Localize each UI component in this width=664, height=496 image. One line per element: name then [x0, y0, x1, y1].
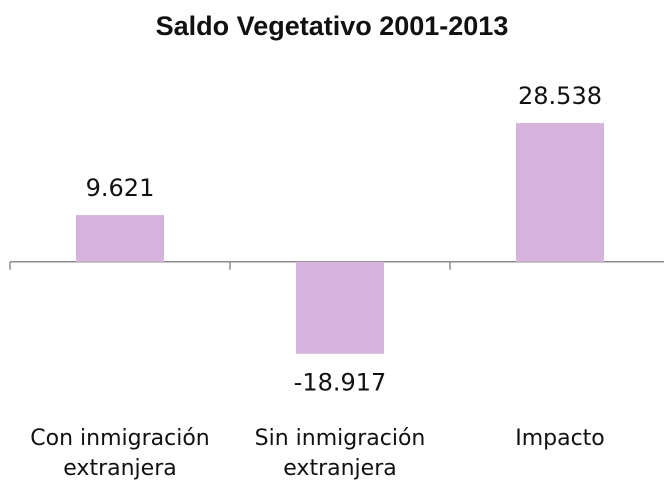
- bar: [76, 215, 164, 262]
- data-label: -18.917: [294, 369, 387, 397]
- x-tick-label: Sin inmigración extranjera: [254, 426, 426, 481]
- chart-title: Saldo Vegetativo 2001-2013: [156, 11, 509, 41]
- data-label: 9.621: [86, 174, 155, 202]
- bar: [516, 123, 604, 262]
- data-label: 28.538: [518, 82, 602, 110]
- x-tick-label: Con inmigración extranjera: [30, 426, 210, 481]
- x-tick-label: Impacto: [515, 426, 605, 451]
- bar: [296, 261, 384, 354]
